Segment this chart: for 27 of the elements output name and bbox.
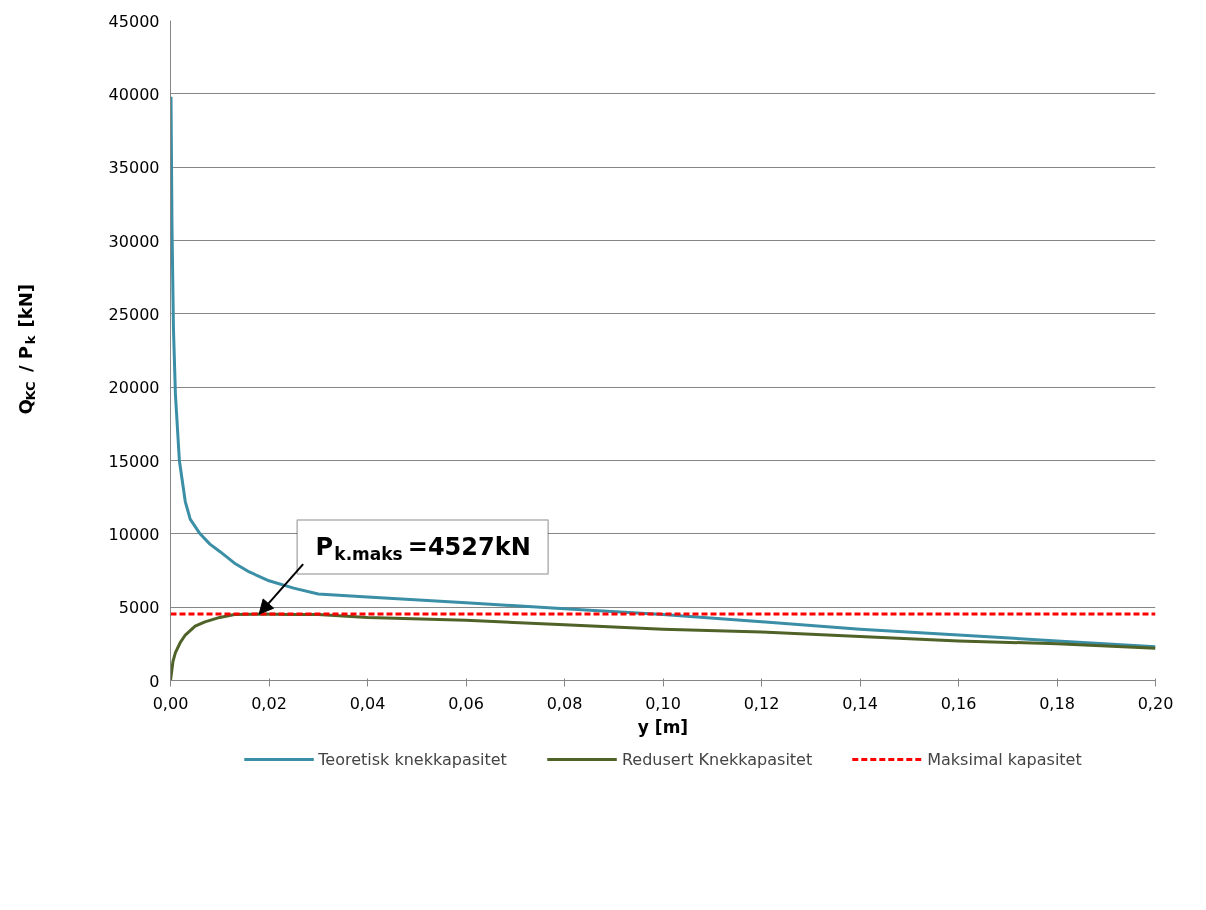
- y-tick-label: 5000: [118, 598, 160, 618]
- x-tick-label: 0,14: [842, 693, 878, 713]
- y-tick-label: 10000: [108, 524, 160, 544]
- legend-label: Teoretisk knekkapasitet: [318, 749, 507, 769]
- y-tick-label: 35000: [108, 158, 160, 178]
- x-tick-label: 0,18: [1039, 693, 1075, 713]
- legend-label: Redusert Knekkapasitet: [621, 749, 813, 769]
- y-tick-label: 30000: [108, 231, 160, 251]
- x-tick-label: 0,04: [349, 693, 386, 713]
- y-tick-label: 20000: [108, 378, 160, 398]
- x-tick-label: 0,08: [546, 693, 583, 713]
- x-tick-label: 0,10: [645, 693, 681, 713]
- y-tick-label: 25000: [108, 304, 160, 324]
- y-tick-label: 15000: [108, 451, 160, 471]
- x-tick-label: 0,00: [152, 693, 189, 713]
- x-tick-label: 0,16: [940, 693, 977, 713]
- x-tick-label: 0,12: [743, 693, 780, 713]
- legend-label: Maksimal kapasitet: [927, 749, 1082, 769]
- y-axis-title: QKC / Pk [kN]: [15, 283, 39, 415]
- x-axis-title: y [m]: [637, 716, 689, 737]
- y-tick-label: 40000: [108, 84, 160, 104]
- y-tick-label: 45000: [108, 11, 160, 31]
- x-tick-label: 0,02: [251, 693, 287, 713]
- x-tick-label: 0,06: [448, 693, 484, 713]
- line-series: [170, 95, 1156, 649]
- x-tick-label: 0,20: [1137, 693, 1174, 713]
- y-tick-label: 0: [149, 671, 160, 691]
